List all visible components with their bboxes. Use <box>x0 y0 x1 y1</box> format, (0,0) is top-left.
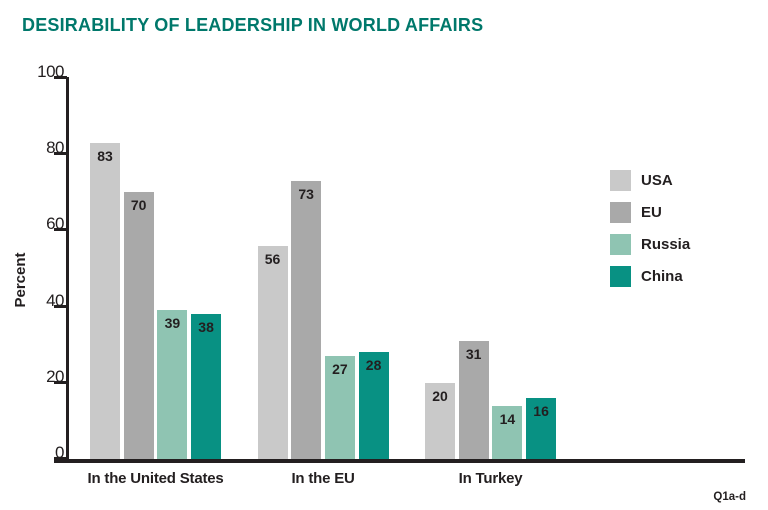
x-category-label: In Turkey <box>458 470 523 487</box>
x-category-label: In the United States <box>87 470 224 487</box>
legend-swatch-eu <box>610 202 631 223</box>
y-axis-tick <box>54 152 67 156</box>
legend-swatch-russia <box>610 234 631 255</box>
y-axis-tick <box>54 457 67 460</box>
y-tick-label: 100 <box>37 62 64 81</box>
bar-china-group3: 16 <box>526 398 557 459</box>
legend-label: EU <box>641 204 662 221</box>
bar-china-group1: 38 <box>191 314 222 459</box>
y-tick-label: 0 <box>55 443 64 462</box>
bar-value-label: 14 <box>499 410 516 427</box>
bar-value-label: 16 <box>533 403 549 420</box>
legend-swatch-china <box>610 266 631 287</box>
legend-item-usa: USA <box>610 170 673 191</box>
bar-russia-group3: 14 <box>492 405 523 459</box>
bar-value-label: 83 <box>97 147 113 164</box>
chart-title: DESIRABILITY OF LEADERSHIP IN WORLD AFFA… <box>22 15 484 35</box>
legend-item-eu: EU <box>610 202 662 223</box>
bar-russia-group1: 39 <box>157 310 188 459</box>
y-tick-label: 20 <box>46 366 64 386</box>
bar-eu-group2: 73 <box>291 180 322 459</box>
legend-item-china: China <box>610 266 683 287</box>
footnote-question-ref: Q1a-d <box>713 491 746 503</box>
bar-china-group2: 28 <box>358 352 389 459</box>
bar-eu-group3: 31 <box>458 340 489 459</box>
bar-value-label: 28 <box>365 357 382 374</box>
legend-label: Russia <box>641 236 691 253</box>
bar-value-label: 56 <box>264 250 281 267</box>
bar-usa-group3: 20 <box>425 382 455 459</box>
legend: USA EU Russia China <box>610 170 760 300</box>
bar-eu-group1: 70 <box>123 192 154 459</box>
y-axis-tick <box>54 380 67 384</box>
x-category-label: In the EU <box>291 470 355 487</box>
bar-value-label: 73 <box>298 185 314 202</box>
y-tick-label: 40 <box>46 290 64 310</box>
x-axis-line <box>54 459 745 463</box>
y-tick-label: 80 <box>46 138 64 158</box>
y-axis-line <box>66 77 69 462</box>
y-tick-label: 60 <box>46 214 64 234</box>
bar-russia-group2: 27 <box>324 356 355 459</box>
legend-item-russia: Russia <box>610 234 690 255</box>
y-axis-tick <box>54 304 67 308</box>
bar-usa-group1: 83 <box>90 142 120 459</box>
y-axis-tick <box>54 228 67 232</box>
bar-value-label: 38 <box>198 319 214 336</box>
bar-value-label: 31 <box>465 345 482 362</box>
bar-value-label: 20 <box>432 387 448 404</box>
y-axis-tick <box>54 76 67 79</box>
legend-label: USA <box>641 172 673 189</box>
bar-value-label: 70 <box>130 197 147 214</box>
legend-label: China <box>641 268 683 285</box>
bar-value-label: 39 <box>164 315 181 332</box>
bar-usa-group2: 56 <box>257 245 288 459</box>
bar-value-label: 27 <box>332 361 348 378</box>
legend-swatch-usa <box>610 170 631 191</box>
